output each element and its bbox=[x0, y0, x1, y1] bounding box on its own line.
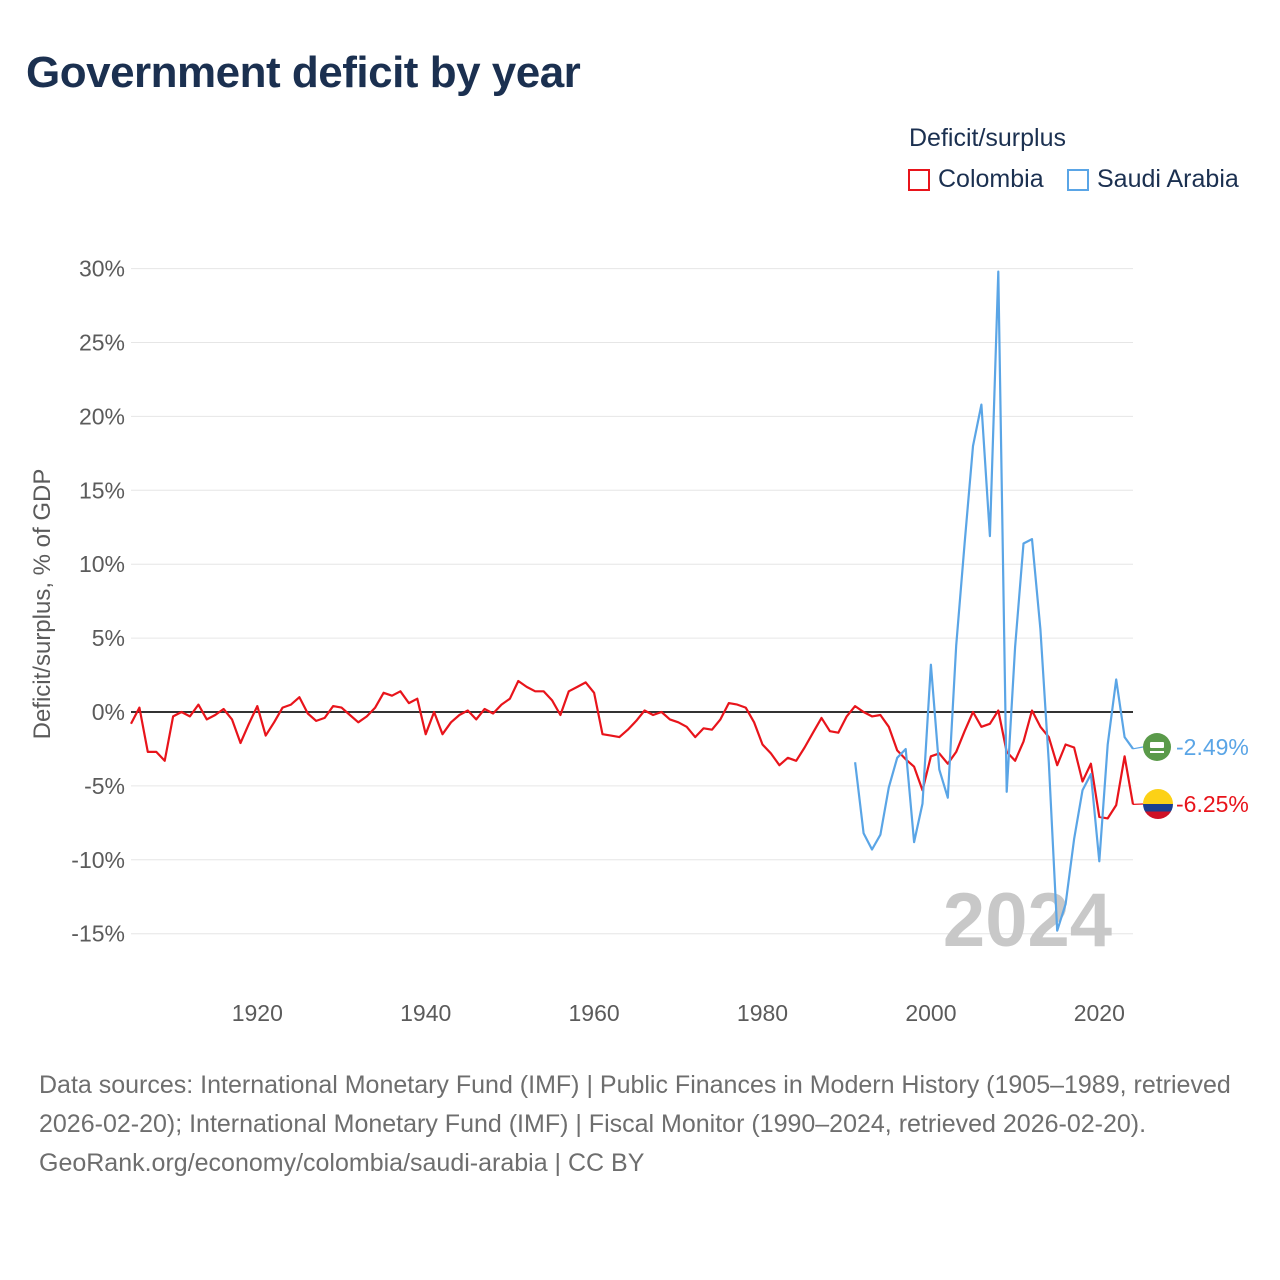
footer-credit[interactable]: GeoRank.org/economy/colombia/saudi-arabi… bbox=[39, 1149, 645, 1177]
axis-labels: 30% 25% 20% 15% 10% 5% 0% -5% -10% -15% 1920 1940 19… bbox=[29, 256, 1125, 1026]
y-tick-label: 15% bbox=[79, 477, 125, 503]
gridlines bbox=[131, 268, 1133, 935]
y-tick-label: 5% bbox=[92, 625, 125, 651]
y-tick-label: -15% bbox=[71, 921, 125, 947]
legend-item-colombia[interactable]: Colombia bbox=[908, 165, 1044, 194]
x-tick-label: 2000 bbox=[905, 1000, 956, 1026]
end-labels: -2.49% -6.25% bbox=[1132, 733, 1249, 819]
colombia-flag-yellow bbox=[1143, 789, 1173, 804]
saudi-flag-sword bbox=[1150, 751, 1164, 753]
end-connector-saudi-arabia bbox=[1132, 746, 1144, 750]
y-tick-label: -5% bbox=[84, 773, 125, 799]
y-tick-label: 25% bbox=[79, 330, 125, 356]
colombia-flag-icon bbox=[1143, 789, 1173, 819]
series-lines bbox=[130, 270, 1135, 932]
footer: Data sources: International Monetary Fun… bbox=[39, 1066, 1239, 1183]
colombia-flag-red bbox=[1143, 811, 1173, 819]
end-label-saudi-arabia: -2.49% bbox=[1176, 734, 1249, 760]
legend-swatch-saudi-arabia bbox=[1067, 168, 1089, 191]
x-tick-label: 2020 bbox=[1074, 1000, 1125, 1026]
x-tick-label: 1980 bbox=[737, 1000, 788, 1026]
x-tick-label: 1920 bbox=[232, 1000, 283, 1026]
y-tick-label: 0% bbox=[92, 699, 125, 725]
x-tick-label: 1940 bbox=[400, 1000, 451, 1026]
saudi-arabia-flag-icon bbox=[1143, 733, 1171, 761]
series-line-colombia bbox=[130, 679, 1135, 820]
y-tick-label: 10% bbox=[79, 551, 125, 577]
year-watermark: 2024 bbox=[943, 878, 1112, 963]
y-tick-label: -10% bbox=[71, 847, 125, 873]
series-line-saudi-arabia bbox=[854, 270, 1134, 932]
legend-swatch-colombia bbox=[908, 168, 930, 191]
footer-sources: Data sources: International Monetary Fun… bbox=[39, 1071, 1231, 1138]
y-tick-label: 30% bbox=[79, 256, 125, 282]
x-tick-label: 1960 bbox=[569, 1000, 620, 1026]
y-tick-label: 20% bbox=[79, 403, 125, 429]
saudi-flag-script bbox=[1150, 742, 1164, 748]
legend-item-saudi-arabia[interactable]: Saudi Arabia bbox=[1067, 165, 1239, 194]
chart-plot-area: 30% 25% 20% 15% 10% 5% 0% -5% -10% -15% 1920 1940 19… bbox=[29, 256, 1249, 1026]
chart-title: Government deficit by year bbox=[26, 48, 581, 97]
legend-label-saudi-arabia: Saudi Arabia bbox=[1097, 165, 1239, 193]
end-label-colombia: -6.25% bbox=[1176, 791, 1249, 817]
colombia-flag-blue bbox=[1143, 804, 1173, 812]
legend-title: Deficit/surplus bbox=[909, 124, 1066, 152]
y-axis-label: Deficit/surplus, % of GDP bbox=[29, 469, 56, 740]
legend-label-colombia: Colombia bbox=[938, 165, 1044, 193]
